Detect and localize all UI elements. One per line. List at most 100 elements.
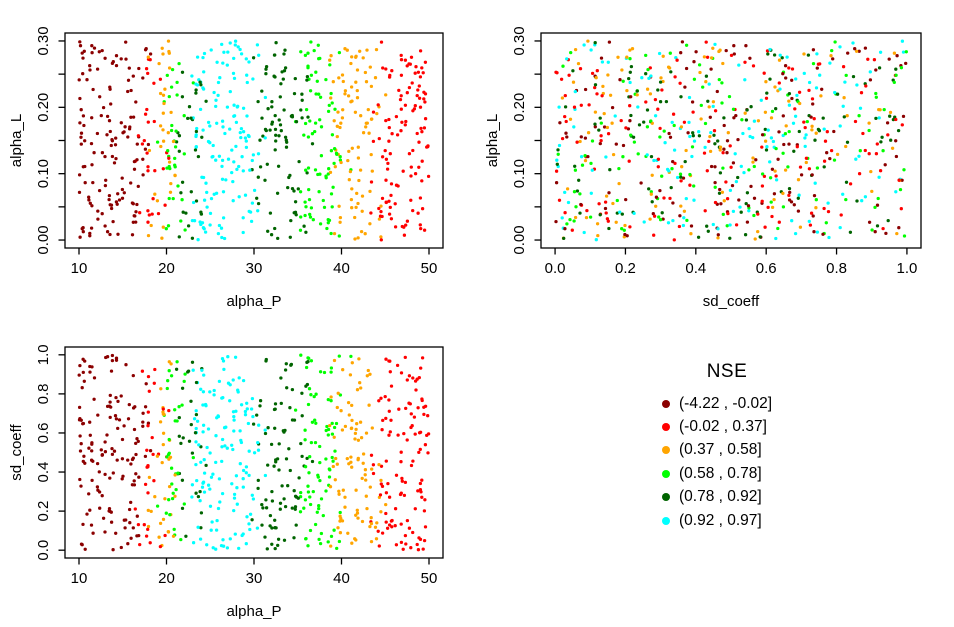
data-point	[99, 448, 103, 452]
data-point	[157, 61, 161, 66]
data-point	[272, 407, 277, 412]
data-point	[763, 110, 768, 114]
data-point	[389, 217, 394, 221]
data-point	[363, 468, 368, 472]
data-point	[260, 502, 264, 507]
data-point	[721, 166, 725, 170]
data-point	[284, 362, 288, 366]
data-point	[297, 476, 301, 480]
data-point	[273, 75, 277, 79]
data-point	[776, 226, 780, 231]
legend-nse: NSE (-4.22 , -0.02] (-0.02 , 0.37] (0.37…	[652, 361, 832, 532]
data-point	[149, 509, 153, 514]
data-point	[292, 211, 296, 215]
data-point	[274, 458, 278, 462]
data-point	[145, 151, 149, 155]
legend-entry: (0.78 , 0.92]	[652, 486, 832, 509]
data-point	[244, 542, 248, 546]
data-point	[365, 374, 369, 378]
data-point	[337, 234, 341, 238]
data-point	[618, 78, 622, 82]
data-point	[423, 100, 427, 104]
data-point	[77, 373, 81, 377]
data-point	[201, 390, 206, 394]
data-point	[96, 413, 100, 417]
data-point	[423, 60, 428, 64]
data-point	[81, 72, 85, 76]
data-point	[305, 171, 309, 175]
data-point	[273, 226, 277, 231]
data-point	[115, 202, 119, 206]
data-point	[361, 452, 366, 456]
data-point	[103, 224, 107, 228]
data-point	[629, 64, 634, 69]
data-point	[221, 216, 226, 220]
data-point	[872, 58, 877, 62]
data-point	[111, 548, 115, 552]
data-point	[317, 504, 321, 508]
data-point	[214, 98, 218, 102]
data-point	[596, 233, 600, 238]
data-point	[306, 484, 310, 488]
data-point	[720, 81, 724, 85]
data-point	[78, 235, 82, 239]
data-point	[329, 370, 333, 374]
data-point	[807, 80, 812, 85]
data-point	[247, 473, 251, 478]
data-point	[777, 58, 782, 62]
data-point	[88, 68, 92, 72]
data-point	[656, 107, 660, 111]
data-point	[772, 192, 777, 196]
data-point	[868, 78, 873, 82]
data-point	[762, 71, 766, 75]
data-point	[255, 43, 260, 47]
data-point	[296, 496, 300, 500]
data-point	[318, 370, 323, 374]
data-point	[145, 107, 149, 112]
data-point	[876, 196, 880, 201]
data-point	[589, 161, 593, 166]
data-point	[305, 456, 309, 461]
data-point	[816, 62, 821, 66]
data-point	[390, 525, 394, 529]
data-point	[241, 230, 245, 235]
data-point	[303, 200, 307, 204]
data-point	[190, 483, 195, 487]
data-point	[208, 451, 212, 455]
data-point	[812, 117, 816, 121]
data-point	[265, 162, 269, 166]
legend-color-dot	[662, 423, 670, 432]
data-point	[335, 124, 339, 128]
data-point	[338, 155, 342, 159]
data-point	[782, 142, 786, 147]
data-point	[361, 131, 366, 135]
data-point	[399, 53, 403, 58]
data-point	[350, 465, 354, 469]
data-point	[283, 135, 288, 139]
data-point	[131, 202, 135, 206]
data-point	[329, 544, 333, 548]
data-point	[338, 531, 343, 535]
data-point	[818, 73, 822, 77]
data-point	[721, 151, 725, 155]
data-point	[90, 441, 94, 445]
data-point	[176, 184, 180, 188]
y-axis-label: alpha_L	[8, 114, 25, 167]
data-point	[214, 104, 218, 109]
data-point	[96, 209, 100, 213]
data-point	[804, 160, 808, 165]
data-point	[205, 445, 209, 450]
data-point	[394, 183, 399, 187]
data-point	[279, 129, 283, 133]
data-point	[217, 154, 222, 158]
data-point	[338, 510, 342, 515]
data-point	[161, 517, 166, 522]
data-point	[199, 212, 204, 216]
data-point	[101, 105, 106, 110]
data-point	[379, 204, 383, 208]
data-point	[340, 73, 345, 77]
data-point	[128, 521, 132, 525]
data-point	[810, 128, 814, 132]
data-point	[228, 399, 232, 403]
data-point	[701, 85, 705, 89]
